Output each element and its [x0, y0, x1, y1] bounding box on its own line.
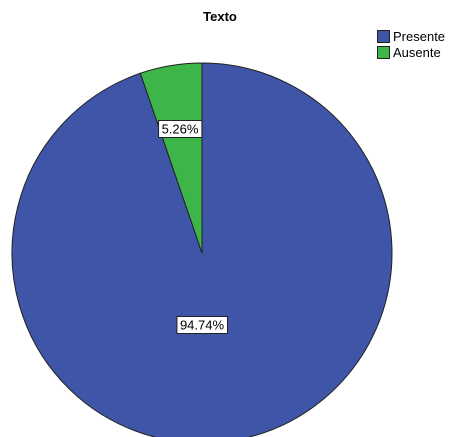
legend-item-ausente: Ausente [377, 44, 445, 60]
legend-swatch-ausente [377, 45, 390, 59]
data-label-text-presente: 94.74% [180, 318, 225, 333]
chart-title: Texto [203, 9, 237, 24]
legend-item-presente: Presente [377, 28, 445, 44]
data-label-presente: 94.74% [176, 316, 228, 334]
data-label-box-presente [176, 316, 228, 334]
data-label-box-ausente [158, 120, 203, 138]
legend: Presente Ausente [377, 28, 445, 60]
data-label-text-ausente: 5.26% [162, 122, 199, 137]
legend-label-ausente: Ausente [393, 44, 441, 60]
legend-swatch-presente [377, 29, 390, 43]
data-label-ausente: 5.26% [158, 120, 203, 138]
pie-slice-ausente [139, 62, 203, 254]
legend-label-presente: Presente [393, 28, 446, 44]
